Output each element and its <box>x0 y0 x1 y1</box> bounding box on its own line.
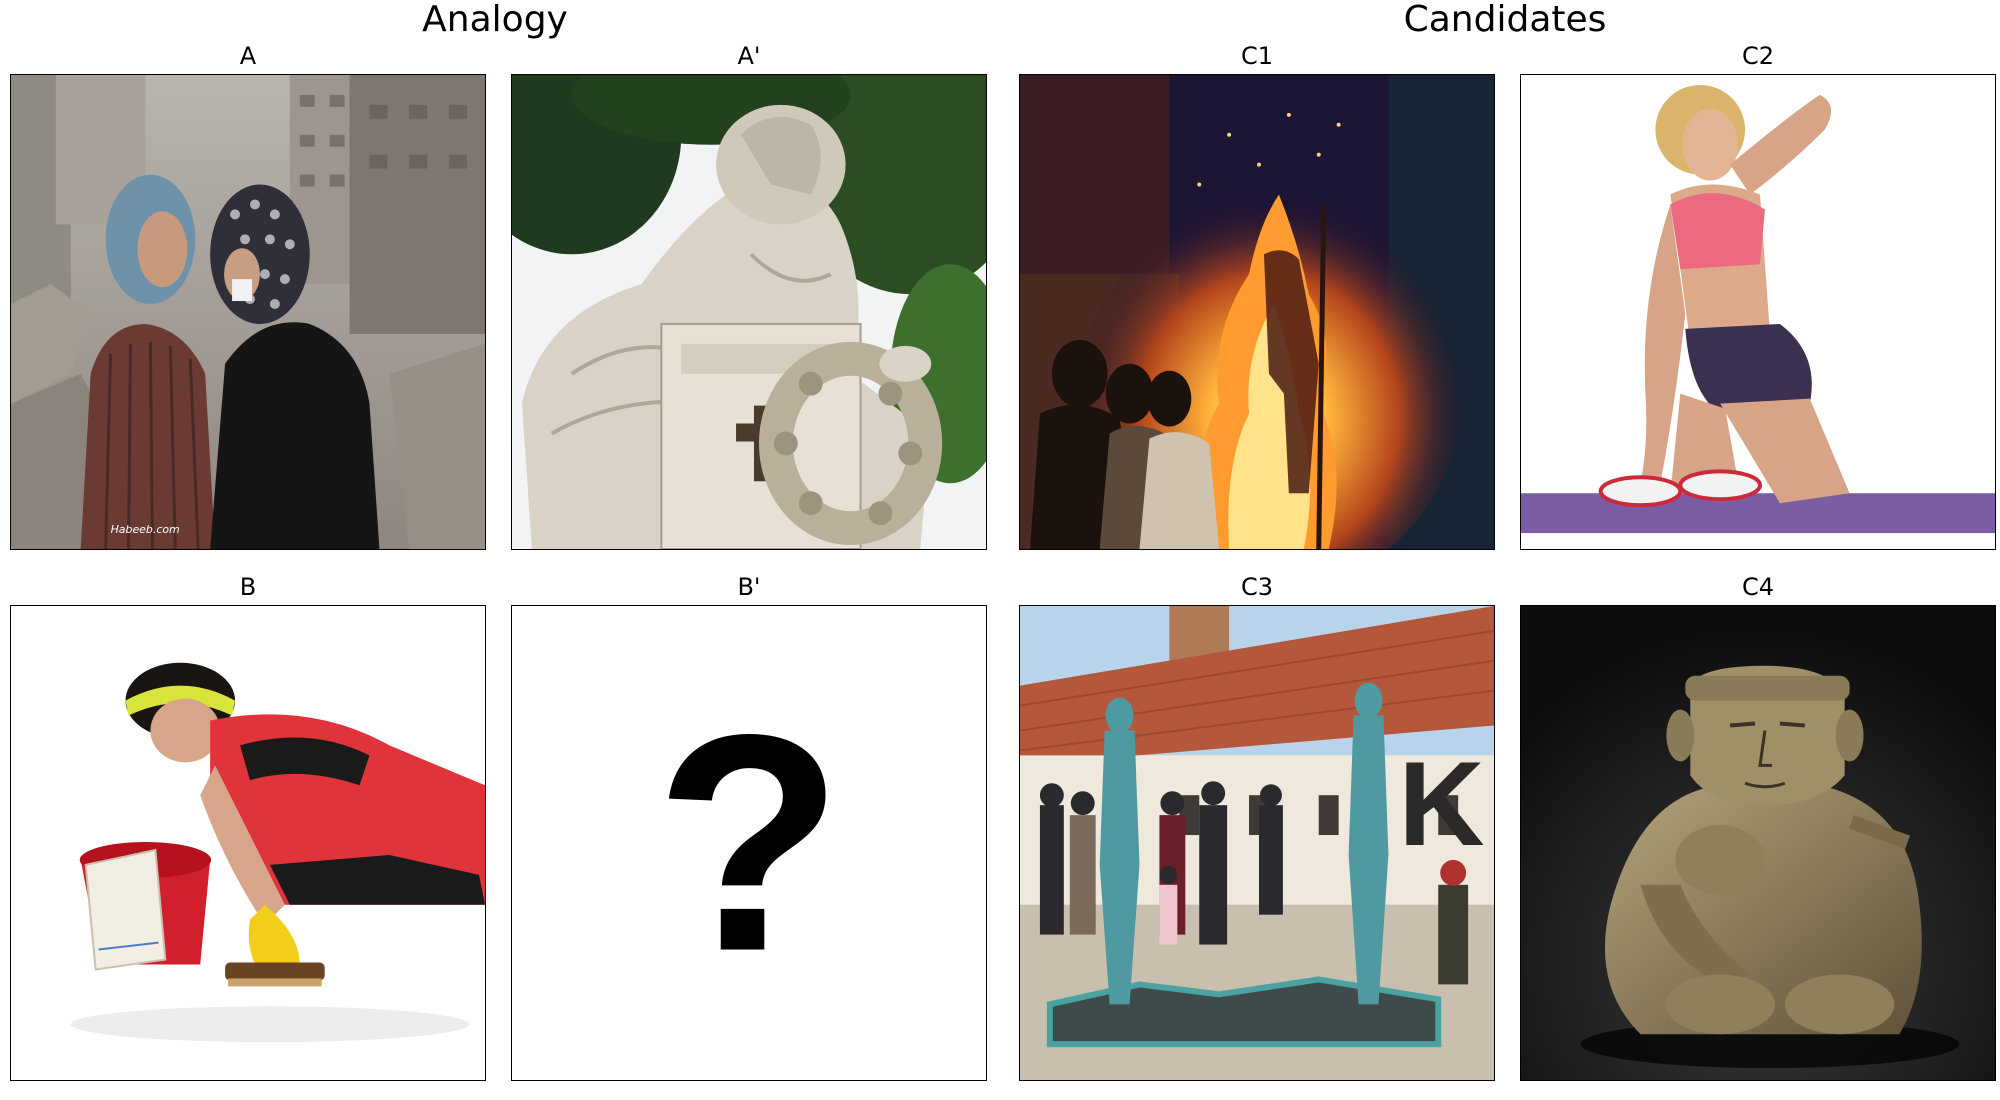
question-mark-icon: ? <box>655 672 844 1016</box>
panel-a-prime-image <box>511 74 987 550</box>
panel-c2-image <box>1520 74 1996 550</box>
watermark-text: Habeeb.com <box>111 523 180 536</box>
panel-label-a: A <box>239 42 257 70</box>
panel-c1-image <box>1019 74 1495 550</box>
panel-b-image <box>10 605 486 1081</box>
panel-label-c2: C2 <box>1741 42 1775 70</box>
panel-label-c1: C1 <box>1240 42 1274 70</box>
panel-b-prime-placeholder: ? <box>511 605 987 1081</box>
candidates-header: Candidates <box>1403 0 1607 40</box>
panel-label-b-prime: B' <box>737 573 761 601</box>
panel-c4-image <box>1520 605 1996 1081</box>
analogy-header: Analogy <box>422 0 568 40</box>
panel-label-c4: C4 <box>1741 573 1775 601</box>
k-sign: K <box>1398 738 1484 871</box>
panel-label-c3: C3 <box>1240 573 1274 601</box>
panel-label-a-prime: A' <box>737 42 761 70</box>
panel-label-b: B <box>239 573 257 601</box>
panel-a-image: Habeeb.com <box>10 74 486 550</box>
panel-c3-image: K <box>1019 605 1495 1081</box>
